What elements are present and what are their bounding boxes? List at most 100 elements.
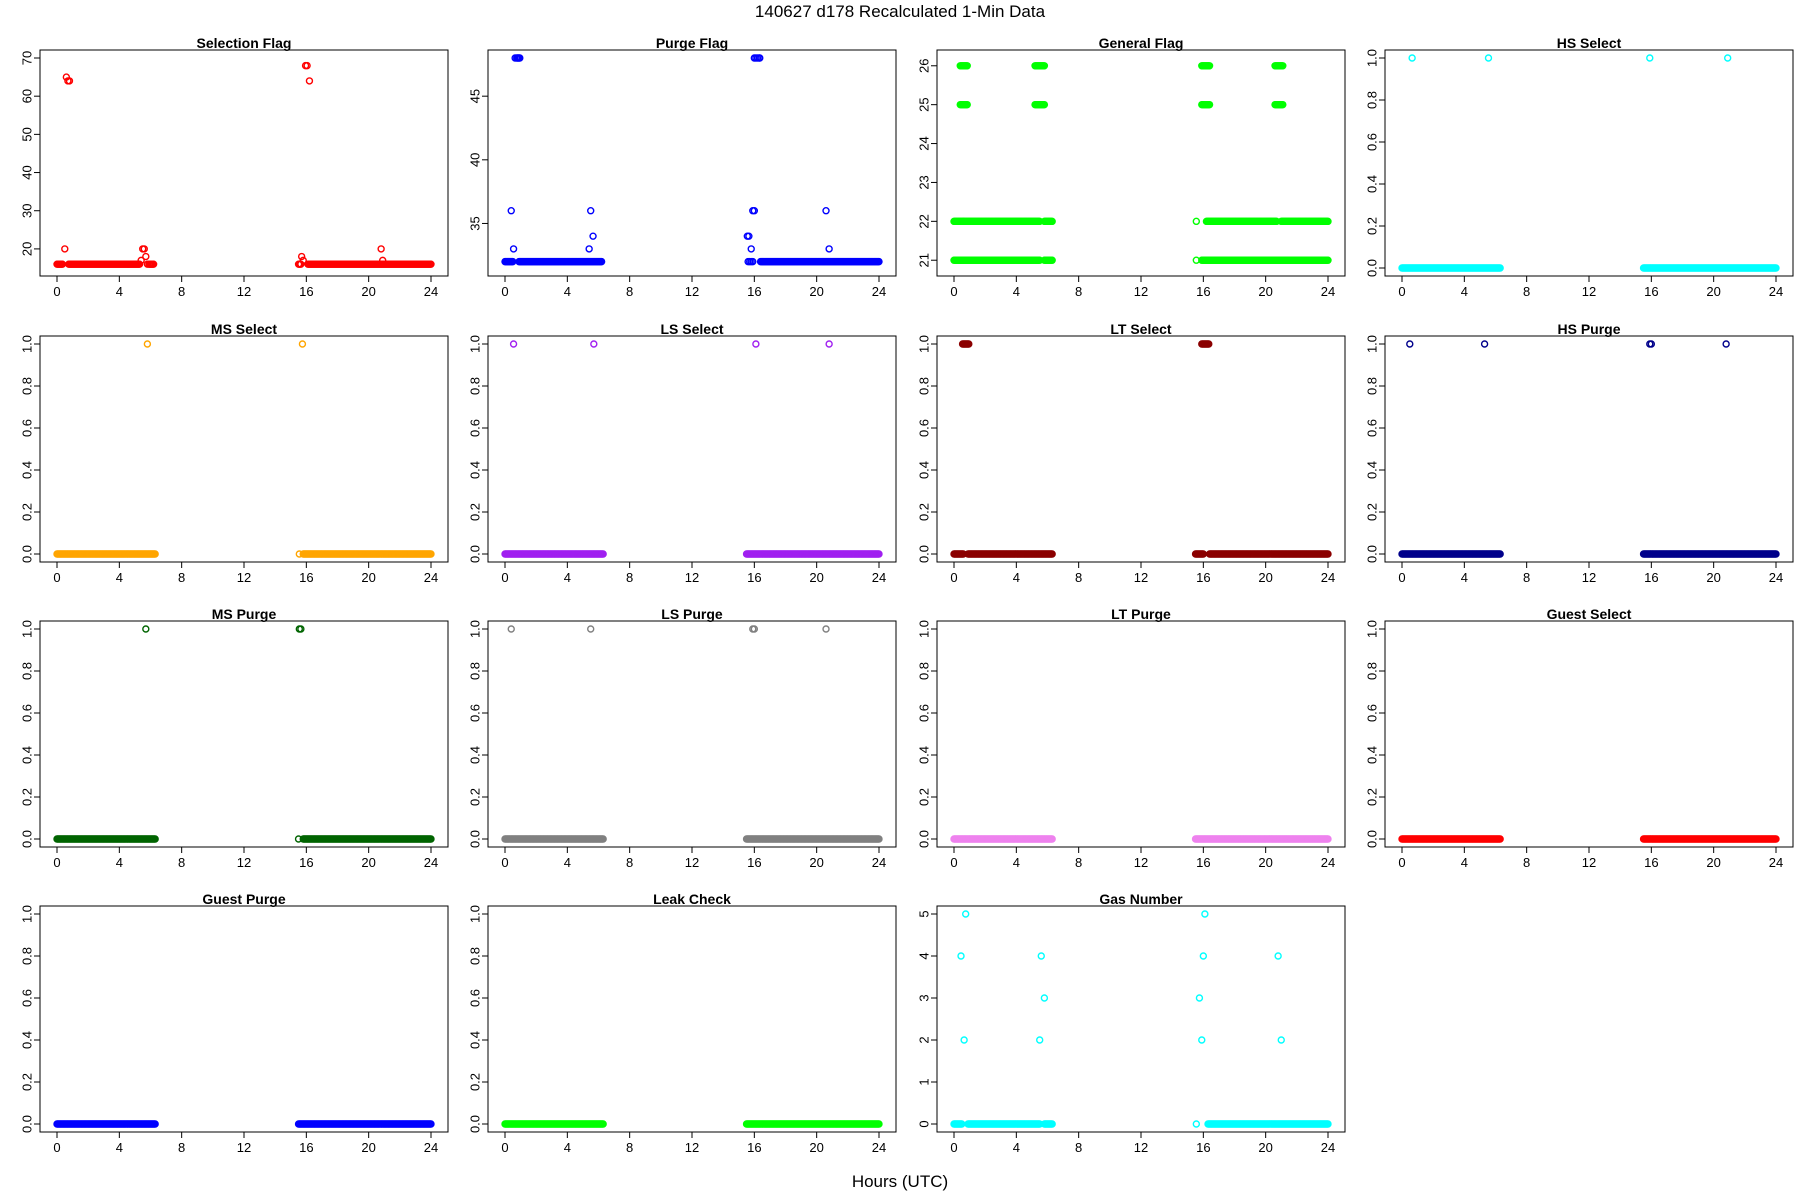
y-tick-label: 0.4 [20, 746, 35, 764]
x-tick-label: 16 [299, 855, 313, 870]
y-tick-label: 0.4 [917, 461, 932, 479]
data-point [1324, 217, 1332, 226]
y-tick-label: 0.0 [468, 830, 483, 848]
y-tick-label: 0.2 [20, 1073, 35, 1091]
data-point [822, 207, 830, 215]
data-point [135, 260, 144, 268]
x-tick-label: 4 [1013, 284, 1020, 299]
y-tick-label: 0.4 [20, 1031, 35, 1049]
y-tick-label: 21 [917, 253, 932, 267]
x-tick-label: 0 [501, 855, 508, 870]
y-tick-label: 1.0 [917, 620, 932, 638]
y-tick-label: 0.8 [917, 662, 932, 680]
x-tick-label: 0 [53, 1140, 60, 1155]
y-tick-label: 0.2 [468, 788, 483, 806]
data-point [507, 625, 515, 633]
data-point [143, 340, 152, 348]
x-tick-label: 24 [424, 284, 438, 299]
data-point [825, 340, 833, 348]
y-tick-label: 0.6 [917, 419, 932, 437]
x-tick-label: 20 [1258, 570, 1272, 585]
x-tick-label: 4 [116, 1140, 123, 1155]
data-point [1205, 100, 1214, 109]
data-point [1496, 264, 1504, 272]
data-point [597, 257, 606, 266]
plot-frame [936, 905, 1346, 1133]
y-tick-label: 0.2 [1365, 788, 1380, 806]
data-point [140, 245, 148, 253]
data-point [65, 77, 74, 85]
x-tick-label: 12 [1582, 284, 1596, 299]
data-point [747, 245, 755, 253]
plot-frame [39, 620, 449, 848]
x-tick-label: 16 [747, 855, 761, 870]
data-point [377, 245, 385, 253]
x-tick-label: 12 [1134, 284, 1148, 299]
y-tick-label: 0.6 [20, 419, 35, 437]
panel-title: Purge Flag [656, 35, 728, 51]
x-tick-label: 4 [116, 570, 123, 585]
x-tick-label: 4 [1013, 570, 1020, 585]
y-tick-label: 1.0 [1365, 620, 1380, 638]
plot-frame [1384, 620, 1794, 848]
data-point [756, 54, 764, 62]
y-tick-label: 0.8 [1365, 662, 1380, 680]
x-tick-label: 12 [685, 855, 699, 870]
y-tick-label: 40 [20, 165, 35, 179]
y-tick-label: 0.6 [917, 704, 932, 722]
y-tick-label: 1.0 [917, 335, 932, 353]
data-point [963, 62, 971, 70]
x-tick-label: 20 [809, 570, 823, 585]
x-tick-label: 0 [950, 284, 957, 299]
y-tick-label: 0.8 [1365, 91, 1380, 109]
y-tick-label: 0.8 [468, 662, 483, 680]
y-tick-label: 0.2 [20, 503, 35, 521]
x-tick-label: 24 [872, 284, 886, 299]
x-tick-label: 20 [1258, 1140, 1272, 1155]
y-tick-label: 0.8 [917, 377, 932, 395]
y-tick-label: 0.0 [1365, 259, 1380, 277]
x-tick-label: 8 [1523, 284, 1530, 299]
x-tick-label: 20 [809, 1140, 823, 1155]
data-point [750, 207, 759, 215]
x-tick-label: 4 [1461, 284, 1468, 299]
data-point [427, 260, 435, 268]
data-points [950, 340, 1332, 558]
x-tick-label: 12 [685, 284, 699, 299]
data-point [1279, 100, 1287, 109]
y-tick-label: 35 [468, 216, 483, 230]
x-tick-label: 4 [564, 570, 571, 585]
y-tick-label: 0.4 [468, 1031, 483, 1049]
plot-frame [39, 905, 449, 1133]
y-tick-label: 0.8 [20, 662, 35, 680]
x-tick-label: 8 [178, 855, 185, 870]
x-tick-label: 12 [685, 570, 699, 585]
x-tick-label: 16 [747, 570, 761, 585]
x-tick-label: 4 [1461, 855, 1468, 870]
data-point [752, 340, 760, 348]
x-tick-label: 16 [747, 284, 761, 299]
data-points [1398, 835, 1780, 843]
data-point [61, 245, 69, 253]
x-tick-label: 0 [1398, 284, 1405, 299]
plot-frame [39, 335, 449, 563]
plot-frame [936, 335, 1346, 563]
data-point [745, 232, 753, 240]
x-tick-label: 24 [1321, 1140, 1335, 1155]
x-tick-label: 12 [237, 1140, 251, 1155]
plot-frame [39, 49, 449, 277]
y-tick-label: 1.0 [468, 620, 483, 638]
x-tick-label: 12 [237, 570, 251, 585]
x-tick-label: 8 [1075, 570, 1082, 585]
data-point [587, 207, 595, 215]
x-tick-label: 12 [1134, 855, 1148, 870]
data-point [299, 256, 307, 265]
y-tick-label: 0.6 [1365, 419, 1380, 437]
panel-title: LS Select [660, 321, 723, 337]
data-point [142, 625, 150, 633]
